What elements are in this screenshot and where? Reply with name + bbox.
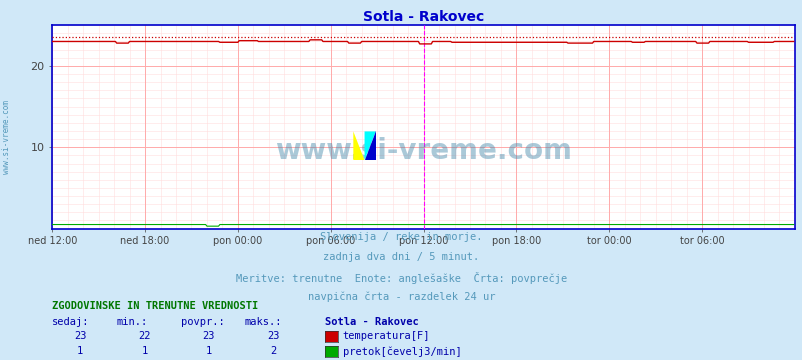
Text: min.:: min.: [116,317,148,327]
Polygon shape [353,131,364,160]
Text: 2: 2 [269,346,276,356]
Text: Sotla - Rakovec: Sotla - Rakovec [325,317,419,327]
Text: www.si-vreme.com: www.si-vreme.com [2,100,11,174]
Text: 23: 23 [266,331,279,341]
Polygon shape [364,131,375,160]
Text: 1: 1 [141,346,148,356]
Text: pretok[čevelj3/min]: pretok[čevelj3/min] [342,346,461,357]
Text: 1: 1 [77,346,83,356]
Text: Slovenija / reke in morje.: Slovenija / reke in morje. [320,232,482,242]
Title: Sotla - Rakovec: Sotla - Rakovec [363,10,484,24]
Text: 22: 22 [138,331,151,341]
Text: ZGODOVINSKE IN TRENUTNE VREDNOSTI: ZGODOVINSKE IN TRENUTNE VREDNOSTI [52,301,258,311]
Text: Meritve: trenutne  Enote: anglešaške  Črta: povprečje: Meritve: trenutne Enote: anglešaške Črta… [236,272,566,284]
Text: 23: 23 [202,331,215,341]
Text: www.si-vreme.com: www.si-vreme.com [275,137,571,165]
Text: povpr.:: povpr.: [180,317,224,327]
Text: maks.:: maks.: [245,317,282,327]
Text: navpična črta - razdelek 24 ur: navpična črta - razdelek 24 ur [307,292,495,302]
Text: zadnja dva dni / 5 minut.: zadnja dva dni / 5 minut. [323,252,479,262]
Text: sedaj:: sedaj: [52,317,90,327]
Text: 1: 1 [205,346,212,356]
Text: temperatura[F]: temperatura[F] [342,331,430,341]
Text: 23: 23 [74,331,87,341]
Polygon shape [364,131,375,160]
